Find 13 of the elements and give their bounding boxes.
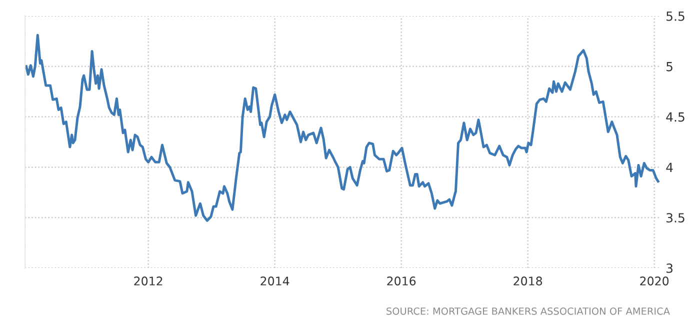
x-tick-label: 2014 [260,276,290,286]
x-tick-label: 2012 [134,276,162,286]
y-tick-label: 5 [666,62,672,72]
y-tick-label: 5.5 [666,12,684,21]
x-tick-label: 2020 [640,276,669,286]
y-tick-label: 3 [666,263,673,273]
y-tick-label: 4.5 [666,112,684,122]
x-tick-label: 2018 [514,276,542,286]
source-note: SOURCE: MORTGAGE BANKERS ASSOCIATION OF AMERICA [386,307,670,315]
line-series [25,34,660,222]
y-tick-label: 3.5 [666,213,684,223]
x-tick-label: 2016 [387,276,416,286]
y-tick-label: 4 [666,162,673,172]
